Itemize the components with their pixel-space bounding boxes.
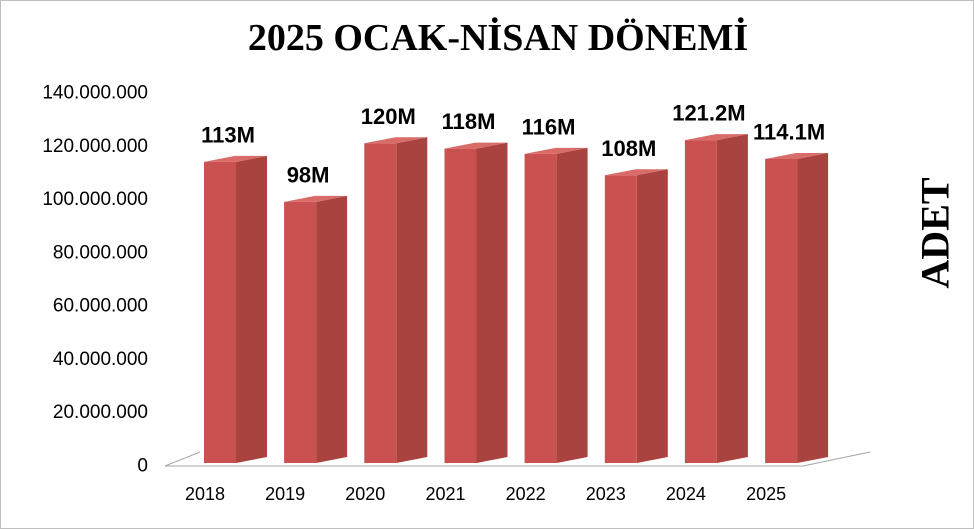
data-label: 116M (522, 114, 576, 139)
bar-top-face (765, 153, 829, 159)
bar-2021 (444, 142, 508, 463)
x-tick-label: 2018 (185, 484, 225, 504)
bar-2019 (284, 195, 348, 463)
data-label: 120M (361, 104, 416, 129)
bar-side-face (556, 147, 588, 463)
data-label: 98M (287, 162, 330, 187)
y-tick-label: 40.000.000 (53, 349, 148, 370)
x-tick-label: 2025 (746, 484, 786, 504)
x-tick-label: 2022 (506, 484, 546, 504)
bar-side-face (396, 137, 428, 464)
bars (204, 134, 829, 464)
y-tick-label: 80.000.000 (53, 242, 148, 263)
bar-side-face (476, 142, 508, 463)
chart-title: 2025 OCAK-NİSAN DÖNEMİ (248, 17, 748, 59)
x-tick-label: 2024 (666, 484, 706, 504)
data-labels: 113M 98M 120M 118M 116M 108M 121.2M 114.1M (201, 101, 825, 188)
bar-front-face (684, 140, 717, 463)
y-tick-label: 120.000.000 (42, 136, 148, 157)
bar-top-face (684, 134, 748, 141)
bar-2020 (364, 137, 428, 464)
bar-2022 (524, 147, 588, 463)
x-tick-label: 2021 (425, 484, 465, 504)
data-label: 118M (442, 109, 496, 134)
bar-side-face (797, 153, 829, 463)
bar-top-face (284, 195, 348, 202)
bar-top-face (524, 147, 588, 154)
bar-front-face (604, 175, 637, 464)
data-label: 121.2M (672, 101, 745, 126)
bar-2018 (204, 155, 267, 463)
bar-side-face (716, 134, 748, 463)
y-tick-label: 0 (137, 456, 148, 477)
bar-top-face (444, 142, 508, 149)
y-axis: 0 20.000.000 40.000.000 60.000.000 80.000.00… (42, 83, 148, 477)
bar-2024 (684, 134, 748, 463)
bar-top-face (204, 155, 267, 162)
bar-top-face (604, 169, 668, 176)
bar-2025 (765, 153, 829, 463)
chart-floor (164, 451, 871, 467)
x-tick-label: 2019 (265, 484, 305, 504)
y-tick-label: 20.000.000 (53, 402, 148, 423)
bar-2023 (604, 169, 668, 464)
data-label: 108M (601, 136, 656, 161)
x-tick-label: 2023 (586, 484, 626, 504)
y-tick-label: 140.000.000 (42, 83, 148, 104)
bar-front-face (284, 201, 317, 463)
bar-front-face (444, 148, 477, 463)
y-axis-title: ADET (913, 177, 958, 288)
data-label: 114.1M (753, 120, 825, 145)
bar-side-face (636, 169, 668, 464)
bar-front-face (524, 153, 557, 463)
bar-front-face (204, 161, 236, 463)
bar-front-face (765, 159, 798, 463)
data-label: 113M (201, 122, 255, 147)
y-tick-label: 100.000.000 (42, 189, 148, 210)
bar-side-face (316, 195, 348, 463)
bar-front-face (364, 143, 397, 464)
x-tick-label: 2020 (345, 484, 385, 504)
x-axis: 2018 2019 2020 2021 2022 2023 2024 2025 (185, 484, 786, 504)
bar-side-face (236, 155, 267, 463)
bar-top-face (364, 137, 428, 144)
y-tick-label: 60.000.000 (53, 296, 148, 317)
